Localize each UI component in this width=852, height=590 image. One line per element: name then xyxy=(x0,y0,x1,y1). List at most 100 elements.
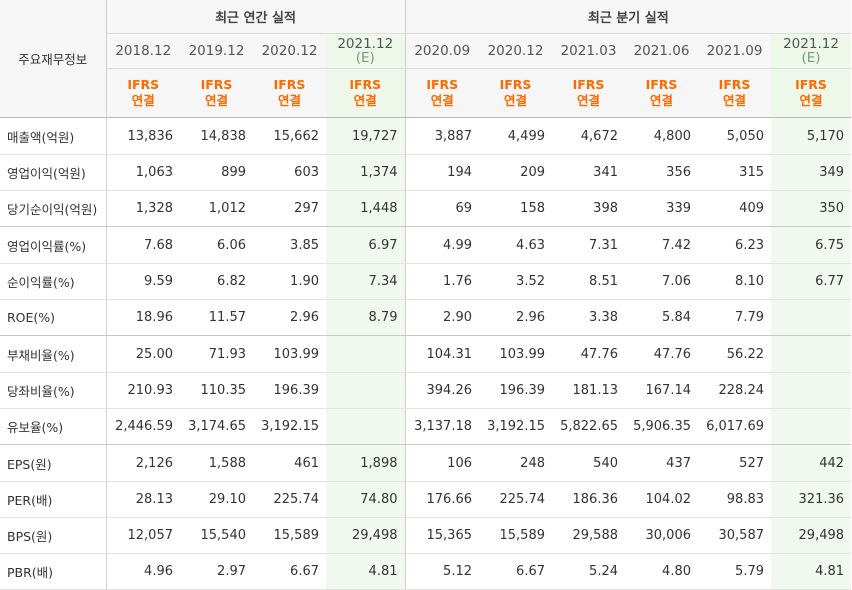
metric-value: 158 xyxy=(479,190,552,227)
metric-value: 315 xyxy=(698,154,771,191)
metric-value: 7.42 xyxy=(625,226,698,264)
metric-value: 3,192.15 xyxy=(253,408,326,445)
period-date: 2018.12 xyxy=(115,43,172,59)
metric-value: 30,006 xyxy=(625,517,698,554)
table-row: EPS(원) 2,126 1,588 461 1,898 106 248 540 437 527 4… xyxy=(0,444,852,482)
metric-value: 209 xyxy=(479,154,552,191)
metric-value: 4.96 xyxy=(106,553,180,590)
period-header: 2021.03 xyxy=(552,33,625,69)
metric-value: 3,192.15 xyxy=(479,408,552,445)
period-date: 2021.06 xyxy=(633,43,690,59)
metric-value: 6.23 xyxy=(698,226,771,264)
period-header: 2021.12 (E) xyxy=(771,33,852,69)
ifrs-basis-cell: IFRS 연결 xyxy=(404,68,479,118)
metric-value: 442 xyxy=(771,444,852,482)
metric-value: 18.96 xyxy=(106,299,180,336)
table-row: 매출액(억원) 13,836 14,838 15,662 19,727 3,887 4,49… xyxy=(0,117,852,155)
metric-value: 341 xyxy=(552,154,625,191)
table-row: ROE(%) 18.96 11.57 2.96 8.79 2.90 2.96 3.38 5.84… xyxy=(0,299,852,336)
ifrs-basis-cell: IFRS 연결 xyxy=(698,68,771,118)
metric-value: 8.51 xyxy=(552,263,625,300)
metric-value: 29,498 xyxy=(326,517,405,554)
consolidated-label: 연결 xyxy=(799,93,823,108)
metric-label: 순이익률(%) xyxy=(0,263,107,300)
metric-value: 7.79 xyxy=(698,299,771,336)
metric-value: 5.84 xyxy=(625,299,698,336)
metric-value: 98.83 xyxy=(698,481,771,518)
metric-value xyxy=(771,372,852,409)
metric-value: 540 xyxy=(552,444,625,482)
table-row: 부채비율(%) 25.00 71.93 103.99 104.31 103.99 47.76… xyxy=(0,335,852,373)
metric-value: 1,448 xyxy=(326,190,405,227)
metric-value: 196.39 xyxy=(479,372,552,409)
metric-value: 248 xyxy=(479,444,552,482)
metric-value: 321.36 xyxy=(771,481,852,518)
table-row: 영업이익(억원) 1,063 899 603 1,374 194 209 341 356 315 3… xyxy=(0,154,852,191)
ifrs-label: IFRS xyxy=(645,77,678,92)
metric-value: 2,126 xyxy=(106,444,180,482)
metric-value: 356 xyxy=(625,154,698,191)
metric-value: 4,800 xyxy=(625,117,698,155)
consolidated-label: 연결 xyxy=(353,93,377,108)
metric-value: 225.74 xyxy=(253,481,326,518)
ifrs-basis-cell: IFRS 연결 xyxy=(326,68,405,118)
ifrs-basis-cell: IFRS 연결 xyxy=(625,68,698,118)
metric-value: 1,588 xyxy=(180,444,253,482)
metric-value: 5.12 xyxy=(404,553,479,590)
metric-value: 2.90 xyxy=(404,299,479,336)
metric-value: 15,540 xyxy=(180,517,253,554)
metric-value: 5.24 xyxy=(552,553,625,590)
estimate-marker: (E) xyxy=(355,50,375,66)
metric-value: 461 xyxy=(253,444,326,482)
metric-value: 196.39 xyxy=(253,372,326,409)
metric-value xyxy=(326,408,405,445)
metric-value: 14,838 xyxy=(180,117,253,155)
period-header: 2020.12 xyxy=(479,33,552,69)
ifrs-label: IFRS xyxy=(127,77,160,92)
metric-label: 매출액(억원) xyxy=(0,117,107,155)
metric-value: 74.80 xyxy=(326,481,405,518)
metric-value: 15,589 xyxy=(479,517,552,554)
metric-value: 4.81 xyxy=(326,553,405,590)
metric-value: 3,887 xyxy=(404,117,479,155)
metric-value: 103.99 xyxy=(253,335,326,373)
metric-label: BPS(원) xyxy=(0,517,107,554)
metric-value: 603 xyxy=(253,154,326,191)
metric-value xyxy=(771,408,852,445)
metric-value: 6.77 xyxy=(771,263,852,300)
metric-value: 6.67 xyxy=(479,553,552,590)
period-date: 2021.12 xyxy=(783,36,839,52)
metric-value: 3,174.65 xyxy=(180,408,253,445)
metric-value: 29,498 xyxy=(771,517,852,554)
metric-value: 3.85 xyxy=(253,226,326,264)
table-row: 영업이익률(%) 7.68 6.06 3.85 6.97 4.99 4.63 7.31 7.42… xyxy=(0,226,852,264)
ifrs-label: IFRS xyxy=(273,77,306,92)
metric-value: 19,727 xyxy=(326,117,405,155)
consolidated-label: 연결 xyxy=(430,93,454,108)
period-date: 2020.09 xyxy=(414,43,471,59)
metric-label: EPS(원) xyxy=(0,444,107,482)
metric-value: 6.82 xyxy=(180,263,253,300)
metric-value: 5,170 xyxy=(771,117,852,155)
ifrs-basis-cell: IFRS 연결 xyxy=(180,68,253,118)
metric-value: 5,050 xyxy=(698,117,771,155)
metric-value: 29.10 xyxy=(180,481,253,518)
metric-value: 1,063 xyxy=(106,154,180,191)
metric-value: 11.57 xyxy=(180,299,253,336)
ifrs-basis-row: IFRS 연결 IFRS 연결 IFRS 연결 IFRS 연결 IFRS 연결 IFRS 연결 IFRS… xyxy=(0,68,852,118)
metric-value: 1,898 xyxy=(326,444,405,482)
ifrs-label: IFRS xyxy=(349,77,382,92)
metric-value: 225.74 xyxy=(479,481,552,518)
estimate-marker: (E) xyxy=(801,50,821,66)
metric-value: 6.97 xyxy=(326,226,405,264)
metric-value: 3.52 xyxy=(479,263,552,300)
metric-value: 210.93 xyxy=(106,372,180,409)
metric-value: 194 xyxy=(404,154,479,191)
metric-value xyxy=(771,299,852,336)
metric-value: 4,672 xyxy=(552,117,625,155)
metric-value: 2,446.59 xyxy=(106,408,180,445)
metric-value: 350 xyxy=(771,190,852,227)
metric-value: 7.06 xyxy=(625,263,698,300)
period-header: 2021.06 xyxy=(625,33,698,69)
